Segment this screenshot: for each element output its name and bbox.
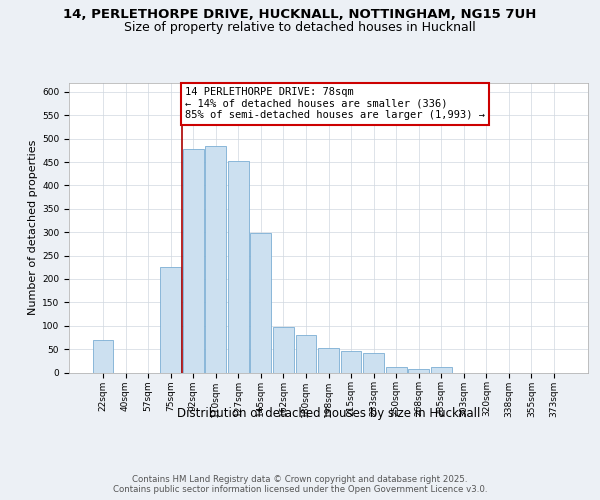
Text: Contains HM Land Registry data © Crown copyright and database right 2025.
Contai: Contains HM Land Registry data © Crown c…	[113, 474, 487, 494]
Bar	[431, 367, 452, 372]
Text: Distribution of detached houses by size in Hucknall: Distribution of detached houses by size …	[177, 408, 481, 420]
Bar	[250, 233, 271, 372]
Bar	[273, 327, 294, 372]
Bar	[386, 367, 407, 372]
Y-axis label: Number of detached properties: Number of detached properties	[28, 140, 38, 315]
Bar	[318, 348, 339, 372]
Bar	[363, 353, 384, 372]
Text: Size of property relative to detached houses in Hucknall: Size of property relative to detached ho…	[124, 21, 476, 34]
Bar	[296, 335, 316, 372]
Bar	[183, 149, 203, 372]
Text: 14 PERLETHORPE DRIVE: 78sqm
← 14% of detached houses are smaller (336)
85% of se: 14 PERLETHORPE DRIVE: 78sqm ← 14% of det…	[185, 87, 485, 120]
Bar	[160, 268, 181, 372]
Bar	[92, 340, 113, 372]
Bar	[341, 350, 361, 372]
Bar	[228, 160, 248, 372]
Text: 14, PERLETHORPE DRIVE, HUCKNALL, NOTTINGHAM, NG15 7UH: 14, PERLETHORPE DRIVE, HUCKNALL, NOTTING…	[64, 8, 536, 20]
Bar	[409, 369, 429, 372]
Bar	[205, 146, 226, 372]
